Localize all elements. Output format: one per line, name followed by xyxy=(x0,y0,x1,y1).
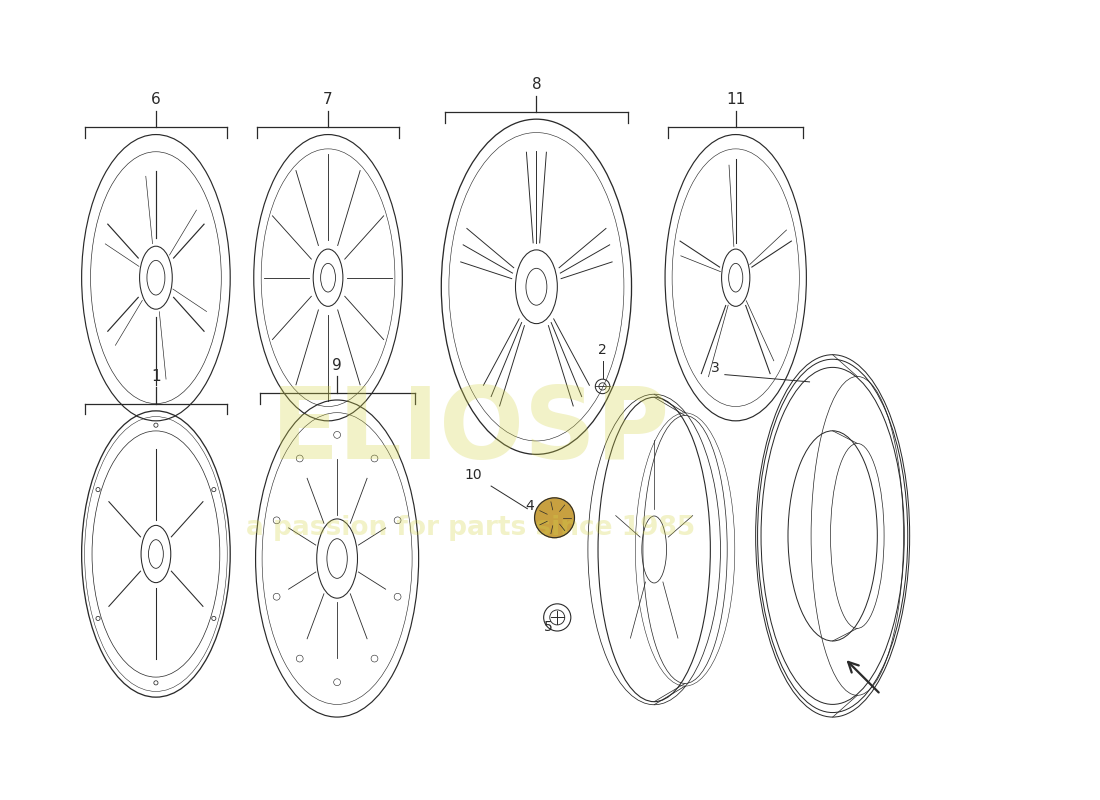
Text: 5: 5 xyxy=(543,620,552,634)
Text: ELIOSP: ELIOSP xyxy=(271,383,670,480)
Text: 11: 11 xyxy=(726,92,746,107)
Text: 9: 9 xyxy=(332,358,342,373)
Text: 8: 8 xyxy=(531,77,541,92)
Text: 1: 1 xyxy=(151,369,161,384)
Text: 2: 2 xyxy=(598,342,607,357)
Text: 7: 7 xyxy=(323,92,333,107)
Text: 3: 3 xyxy=(712,361,720,374)
Text: a passion for parts since 1985: a passion for parts since 1985 xyxy=(245,514,695,541)
Circle shape xyxy=(535,498,574,538)
Text: 10: 10 xyxy=(464,467,482,482)
Text: 6: 6 xyxy=(151,92,161,107)
Text: 4: 4 xyxy=(526,499,535,514)
